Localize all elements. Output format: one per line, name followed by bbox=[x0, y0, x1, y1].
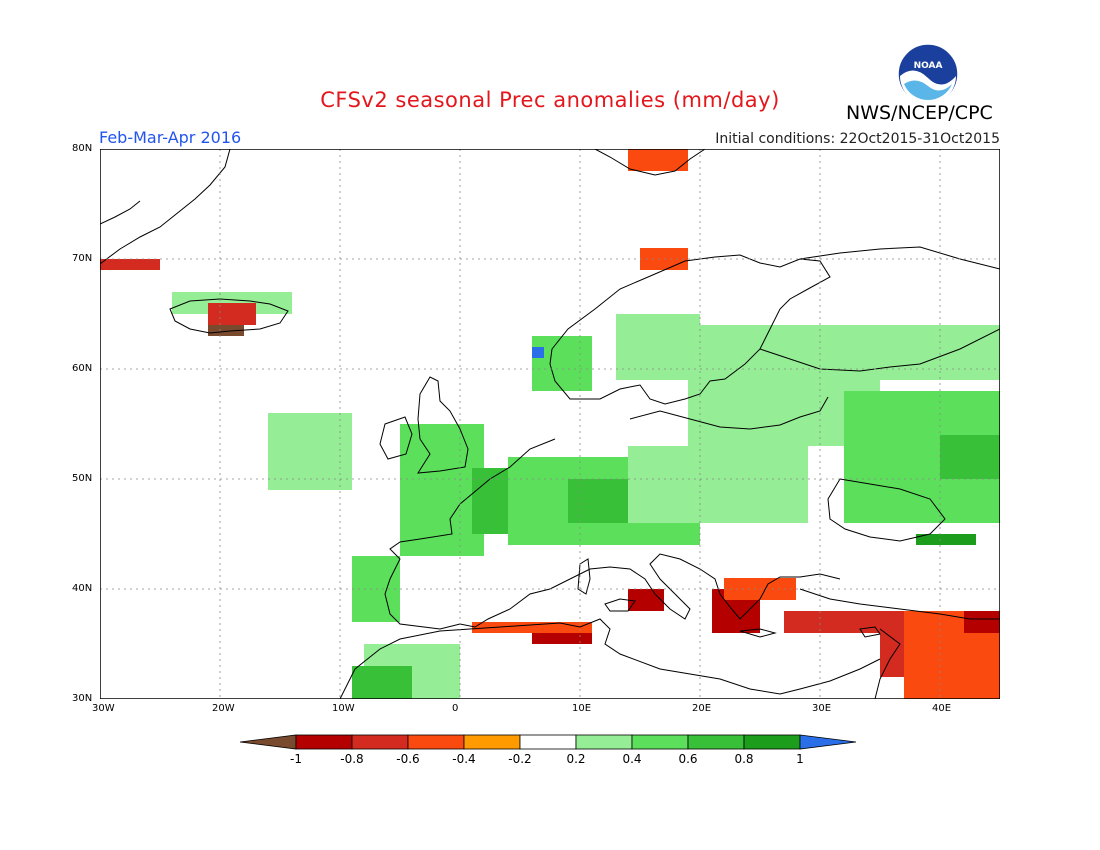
latitude-label: 60N bbox=[72, 363, 93, 374]
anomaly-cell-21 bbox=[628, 149, 688, 171]
colorbar-box-4 bbox=[463, 734, 521, 750]
noaa-logo-icon: NOAA bbox=[896, 42, 960, 110]
colorbar-tick-label: -0.8 bbox=[340, 752, 363, 766]
longitude-label: 10E bbox=[572, 703, 592, 714]
colorbar-tick-label: -1 bbox=[290, 752, 302, 766]
longitude-label: 10W bbox=[332, 703, 355, 714]
colorbar-box-8 bbox=[687, 734, 745, 750]
anomaly-cell-0 bbox=[268, 413, 352, 490]
latitude-label: 40N bbox=[72, 583, 93, 594]
colorbar-tick-label: -0.6 bbox=[396, 752, 419, 766]
anomaly-cell-18 bbox=[100, 259, 160, 270]
anomaly-cell-20 bbox=[208, 325, 244, 336]
anomaly-layer bbox=[100, 149, 1000, 699]
anomaly-cell-7 bbox=[700, 325, 1000, 380]
colorbar-ticks: -1 -0.8 -0.6 -0.4 -0.2 0.2 0.4 0.6 0.8 1 bbox=[290, 752, 804, 766]
anomaly-cell-25 bbox=[472, 622, 592, 633]
coastline-layer bbox=[100, 149, 1000, 699]
colorbar-box-9 bbox=[743, 734, 801, 750]
colorbar: -1 -0.8 -0.6 -0.4 -0.2 0.2 0.4 0.6 0.8 1 bbox=[240, 734, 857, 766]
map-title: CFSv2 seasonal Prec anomalies (mm/day) bbox=[320, 88, 780, 112]
colorbar-tick-label: 0.8 bbox=[734, 752, 753, 766]
latitude-label: 50N bbox=[72, 473, 93, 484]
anomaly-cell-5 bbox=[628, 446, 808, 523]
longitude-label: 30W bbox=[92, 703, 115, 714]
anomaly-cell-23 bbox=[628, 589, 664, 611]
anomaly-cell-9 bbox=[940, 435, 1000, 479]
latitude-label: 80N bbox=[72, 143, 93, 154]
colorbar-box-5 bbox=[519, 734, 577, 750]
anomaly-cell-11 bbox=[616, 314, 700, 380]
colorbar-box-1 bbox=[295, 734, 353, 750]
longitude-label: 30E bbox=[812, 703, 832, 714]
colorbar-tick-label: 1 bbox=[796, 752, 804, 766]
anomaly-cell-31 bbox=[964, 611, 1000, 633]
colorbar-boxes bbox=[240, 734, 857, 750]
latitude-label: 30N bbox=[72, 693, 93, 704]
colorbar-box-7 bbox=[631, 734, 689, 750]
anomaly-cell-13 bbox=[532, 347, 544, 358]
colorbar-tick-label: -0.2 bbox=[508, 752, 531, 766]
colorbar-tick-label: -0.4 bbox=[452, 752, 475, 766]
anomaly-map bbox=[100, 149, 1000, 699]
anomaly-cell-10 bbox=[916, 534, 976, 545]
initial-conditions-label: Initial conditions: 22Oct2015-31Oct2015 bbox=[715, 131, 1000, 147]
longitude-label: 0 bbox=[452, 703, 459, 714]
longitude-label: 20E bbox=[692, 703, 712, 714]
colorbar-tick-label: 0.4 bbox=[622, 752, 641, 766]
anomaly-cell-16 bbox=[352, 666, 412, 699]
colorbar-tick-label: 0.2 bbox=[566, 752, 585, 766]
colorbar-box-6 bbox=[575, 734, 633, 750]
colorbar-tick-label: 0.6 bbox=[678, 752, 697, 766]
colorbar-box-3 bbox=[407, 734, 465, 750]
logo-text: NOAA bbox=[914, 61, 943, 71]
colorbar-box-2 bbox=[351, 734, 409, 750]
anomaly-cell-28 bbox=[784, 611, 916, 633]
colorbar-arrow-right bbox=[799, 734, 857, 750]
anomaly-cell-12 bbox=[532, 336, 592, 391]
longitude-label: 40E bbox=[932, 703, 952, 714]
longitude-label: 20W bbox=[212, 703, 235, 714]
colorbar-arrow-left bbox=[240, 734, 297, 750]
anomaly-cell-1 bbox=[400, 424, 484, 556]
latitude-label: 70N bbox=[72, 253, 93, 264]
graticule-layer bbox=[100, 149, 1000, 699]
anomaly-cell-19 bbox=[208, 303, 256, 325]
season-label: Feb-Mar-Apr 2016 bbox=[99, 128, 242, 147]
organization-label: NWS/NCEP/CPC bbox=[846, 102, 993, 124]
